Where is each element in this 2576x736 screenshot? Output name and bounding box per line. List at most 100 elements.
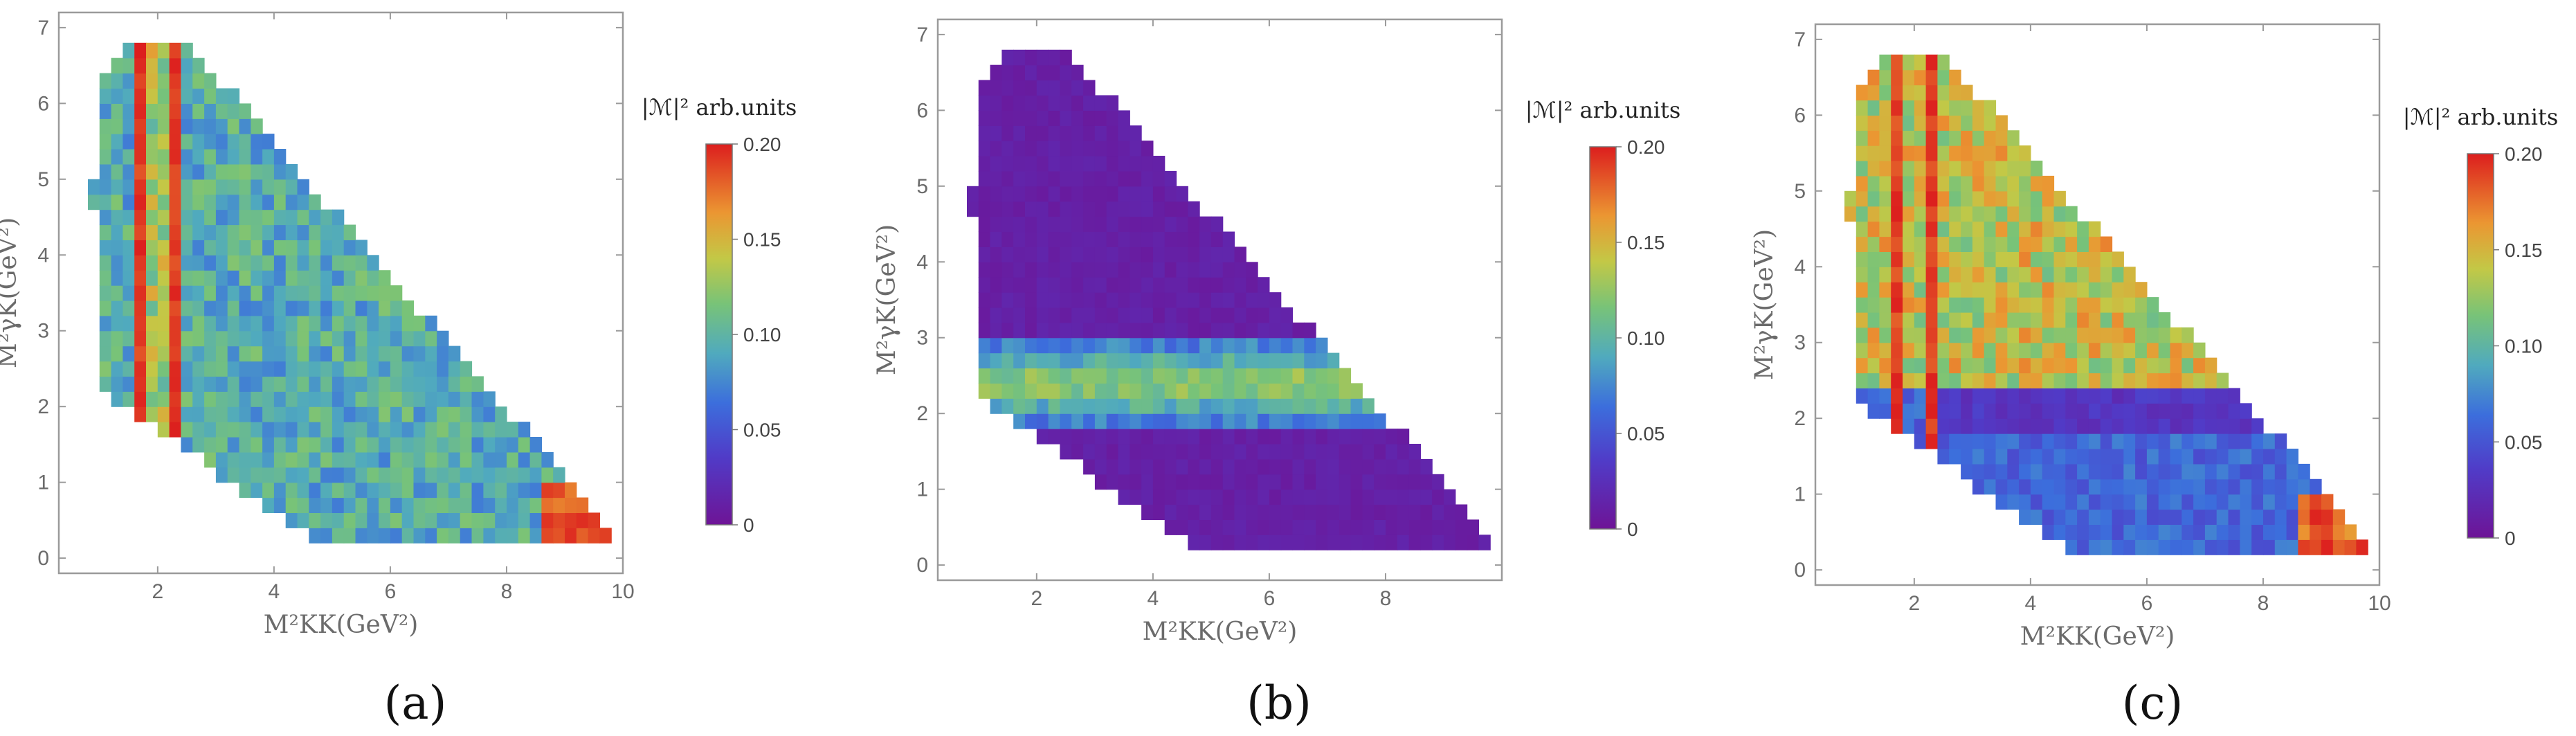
heatmap-cell xyxy=(1937,342,1950,359)
heatmap-cell xyxy=(2088,539,2101,555)
heatmap-cell xyxy=(215,103,228,119)
heatmap-cell xyxy=(251,194,263,210)
heatmap-cell xyxy=(2042,282,2055,298)
heatmap-cell xyxy=(1234,519,1246,535)
heatmap-cell xyxy=(1025,49,1037,66)
heatmap-cell xyxy=(1083,383,1096,399)
heatmap-cell xyxy=(1432,504,1444,520)
heatmap-cell xyxy=(1903,342,1915,359)
heatmap-cell xyxy=(1925,282,1938,298)
heatmap-cell xyxy=(320,422,333,438)
heatmap-cell xyxy=(227,179,240,195)
heatmap-cell xyxy=(1152,444,1165,460)
heatmap-cell xyxy=(227,255,240,271)
colorbar-label: |ℳ|² arb.units xyxy=(2403,104,2559,130)
heatmap-cell xyxy=(215,163,228,180)
heatmap-cell xyxy=(297,437,309,453)
heatmap-cell xyxy=(1362,444,1375,460)
heatmap-cell xyxy=(1856,267,1869,282)
heatmap-cell xyxy=(181,406,193,422)
heatmap-cell xyxy=(1949,312,1961,328)
heatmap-cell xyxy=(1083,262,1096,278)
heatmap-cell xyxy=(1036,307,1049,323)
heatmap-cell xyxy=(134,315,147,332)
heatmap-cell xyxy=(390,361,403,377)
heatmap-cell xyxy=(146,315,158,332)
heatmap-cell xyxy=(1316,352,1328,369)
heatmap-cell xyxy=(448,437,461,453)
heatmap-cell xyxy=(1867,251,1880,267)
heatmap-cell xyxy=(251,134,263,150)
heatmap-cell xyxy=(1188,429,1200,445)
heatmap-cell xyxy=(1961,115,1973,131)
heatmap-cell xyxy=(1199,307,1212,323)
heatmap-cell xyxy=(1130,489,1142,505)
heatmap-cell xyxy=(401,406,415,422)
heatmap-cell xyxy=(1304,337,1316,354)
heatmap-cell xyxy=(1903,221,1915,237)
heatmap-cell xyxy=(1222,307,1235,323)
y-tick-label: 1 xyxy=(37,472,49,494)
heatmap-cell xyxy=(2170,327,2182,343)
heatmap-cell xyxy=(413,422,426,438)
heatmap-cell xyxy=(460,376,473,392)
heatmap-cell xyxy=(2019,433,2031,449)
heatmap-cell xyxy=(1025,292,1037,308)
heatmap-cell xyxy=(251,361,263,377)
heatmap-cell xyxy=(239,422,251,438)
heatmap-cell xyxy=(1094,246,1107,262)
heatmap-cell xyxy=(1408,504,1421,520)
heatmap-cell xyxy=(285,240,298,255)
heatmap-cell xyxy=(2123,524,2136,540)
heatmap-cell xyxy=(2286,494,2298,510)
heatmap-cell xyxy=(367,345,379,362)
heatmap-cell xyxy=(1984,221,1997,237)
heatmap-cell xyxy=(1210,535,1224,550)
heatmap-cell xyxy=(2204,449,2217,465)
heatmap-cell xyxy=(1867,206,1880,222)
heatmap-cell xyxy=(1304,535,1316,550)
heatmap-cell xyxy=(192,300,205,316)
heatmap-cell xyxy=(1001,156,1014,172)
heatmap-cell xyxy=(1176,231,1188,247)
heatmap-cell xyxy=(146,118,158,134)
heatmap-cell xyxy=(1903,236,1915,252)
heatmap-cell xyxy=(1304,458,1316,475)
heatmap-cell xyxy=(262,270,275,286)
heatmap-cell xyxy=(2077,463,2089,480)
heatmap-cell xyxy=(1995,282,2008,298)
heatmap-cell xyxy=(1280,489,1294,505)
heatmap-cell xyxy=(1903,327,1915,343)
heatmap-cell xyxy=(1914,327,1927,343)
heatmap-cell xyxy=(320,482,333,499)
heatmap-cell xyxy=(297,422,309,438)
heatmap-cell xyxy=(2182,357,2194,374)
heatmap-cell xyxy=(1094,307,1107,323)
heatmap-cell xyxy=(1176,322,1188,339)
heatmap-cell xyxy=(320,376,333,392)
heatmap-cell xyxy=(1867,115,1880,131)
heatmap-cell xyxy=(1222,246,1235,262)
heatmap-cell xyxy=(204,88,217,104)
heatmap-cell xyxy=(157,422,170,438)
heatmap-cell xyxy=(2030,267,2043,282)
heatmap-cell xyxy=(2112,251,2124,267)
heatmap-cell xyxy=(1210,398,1224,414)
heatmap-cell xyxy=(157,88,170,104)
heatmap-cell xyxy=(1903,54,1915,71)
heatmap-cell xyxy=(1130,156,1142,172)
heatmap-cell xyxy=(1048,277,1060,293)
heatmap-cell xyxy=(2240,494,2252,510)
heatmap-cell xyxy=(1060,368,1072,384)
heatmap-cell xyxy=(1949,84,1961,101)
heatmap-cell xyxy=(1246,307,1258,323)
heatmap-cell xyxy=(2274,509,2287,525)
heatmap-cell xyxy=(1048,64,1060,81)
heatmap-cell xyxy=(507,497,519,513)
heatmap-cell xyxy=(1094,216,1107,233)
heatmap-cell xyxy=(134,194,147,210)
heatmap-cell xyxy=(332,451,345,468)
heatmap-cell xyxy=(2182,494,2194,510)
heatmap-cell xyxy=(1937,130,1950,146)
heatmap-cell xyxy=(1867,100,1880,116)
